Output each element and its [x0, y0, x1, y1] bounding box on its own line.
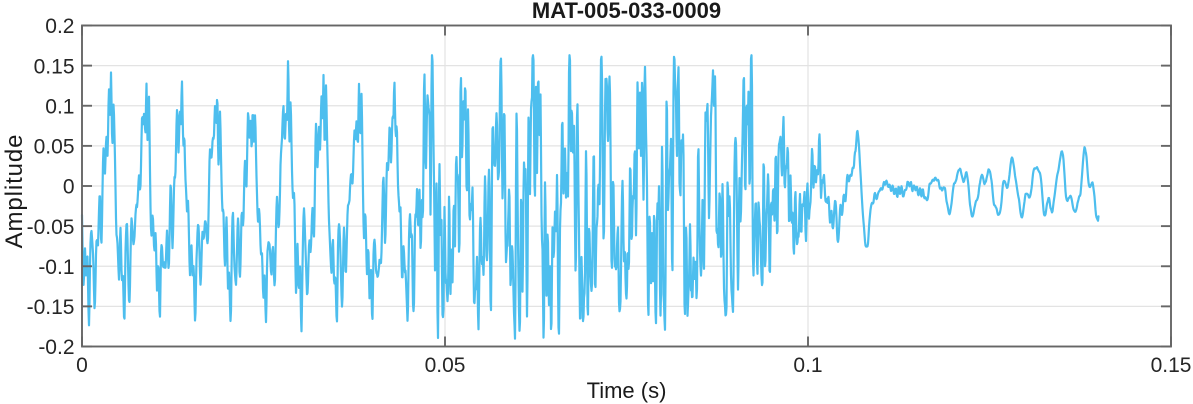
svg-text:0.1: 0.1 [793, 354, 822, 377]
svg-text:-0.05: -0.05 [27, 216, 75, 239]
svg-text:Time (s): Time (s) [587, 378, 667, 403]
svg-text:MAT-005-033-0009: MAT-005-033-0009 [532, 0, 721, 23]
svg-text:0.15: 0.15 [1151, 354, 1192, 377]
svg-text:-0.1: -0.1 [38, 256, 74, 279]
svg-text:0.05: 0.05 [34, 136, 75, 159]
svg-text:0: 0 [63, 176, 75, 199]
svg-text:0: 0 [76, 354, 88, 377]
svg-text:0.05: 0.05 [425, 354, 466, 377]
svg-text:-0.2: -0.2 [38, 336, 74, 359]
svg-text:0.1: 0.1 [45, 95, 74, 118]
svg-text:-0.15: -0.15 [27, 296, 75, 319]
svg-text:0.15: 0.15 [34, 55, 75, 78]
svg-text:0.2: 0.2 [45, 15, 74, 38]
svg-text:Amplitude: Amplitude [1, 134, 28, 249]
